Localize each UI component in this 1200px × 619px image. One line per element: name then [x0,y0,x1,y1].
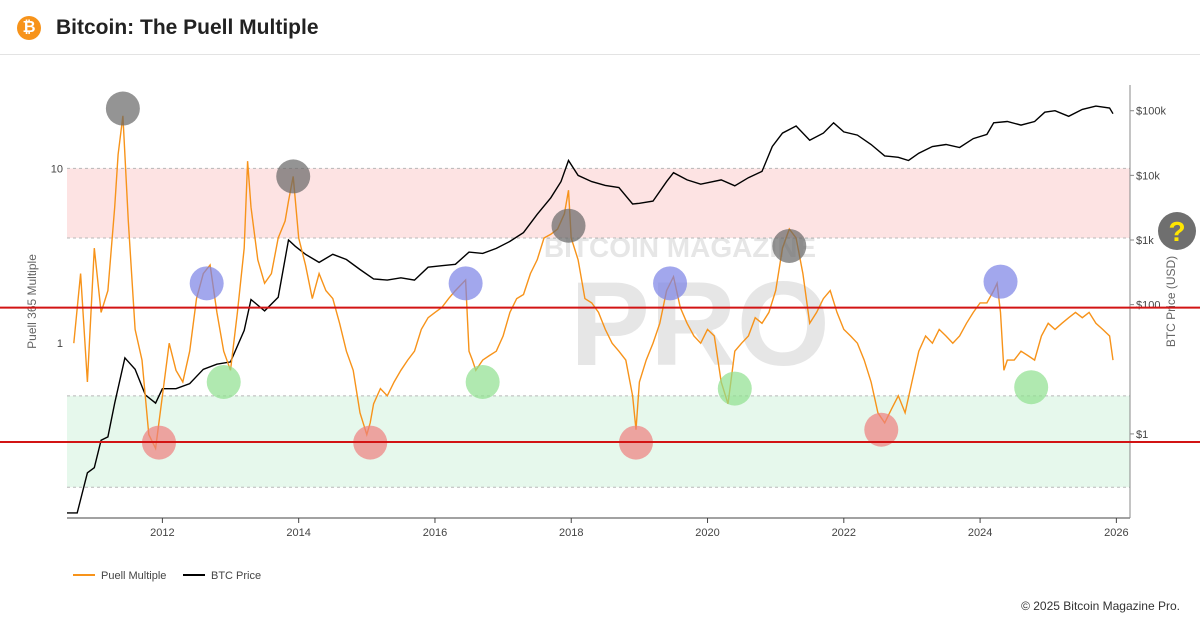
x-tick-label: 2020 [695,527,719,539]
x-tick-label: 2024 [968,527,992,539]
x-tick-label: 2026 [1104,527,1128,539]
x-tick-label: 2012 [150,527,174,539]
help-circle [1158,212,1196,250]
legend-label: BTC Price [211,570,261,582]
copyright-text: © 2025 Bitcoin Magazine Pro. [1021,599,1180,613]
btc-price-line [67,105,1114,514]
y-left-tick-label: 10 [51,163,63,175]
x-tick-label: 2022 [832,527,856,539]
cycle-marker-top [772,228,807,263]
legend: Puell Multiple BTC Price [73,570,261,582]
x-tick-label: 2014 [286,527,310,539]
y-right-tick-label: $10k [1136,170,1160,182]
cycle-marker-high [653,266,688,301]
legend-label: Puell Multiple [101,570,166,582]
x-tick-label: 2018 [559,527,583,539]
cycle-marker-low [206,364,241,399]
cycle-marker-high [189,266,224,301]
bitcoin-logo-icon: ₿ [17,16,41,40]
puell-multiple-line [73,115,1114,451]
cycle-marker-high [983,264,1018,299]
y-right-tick-label: $1k [1136,235,1154,247]
high-zone-band [67,168,1130,238]
cycle-marker-low [465,364,500,399]
y-right-tick-label: $1 [1136,429,1148,441]
cycle-marker-top [105,91,140,126]
help-button[interactable]: ? [1158,212,1196,250]
watermark-line1: BITCOIN MAGAZINE [544,232,816,263]
y-left-tick-label: 1 [57,338,63,350]
cycle-marker-bottom [864,412,899,447]
watermark-line2: PRO [570,257,830,391]
cycle-marker-top [551,208,586,243]
cycle-marker-high [448,266,483,301]
y-right-tick-label: $100k [1136,106,1166,118]
cycle-marker-top [276,159,311,194]
y-right-axis-title: BTC Price (USD) [1164,256,1178,347]
page-header: ₿ Bitcoin: The Puell Multiple [0,0,1200,55]
help-question-icon: ? [1168,216,1185,247]
y-right-tick-label: $100 [1136,300,1160,312]
y-left-axis-title: Puell 365 Multiple [25,254,39,349]
cycle-marker-low [1014,370,1049,405]
cycle-marker-low [717,371,752,406]
x-tick-label: 2016 [423,527,447,539]
page-title: Bitcoin: The Puell Multiple [56,16,319,39]
